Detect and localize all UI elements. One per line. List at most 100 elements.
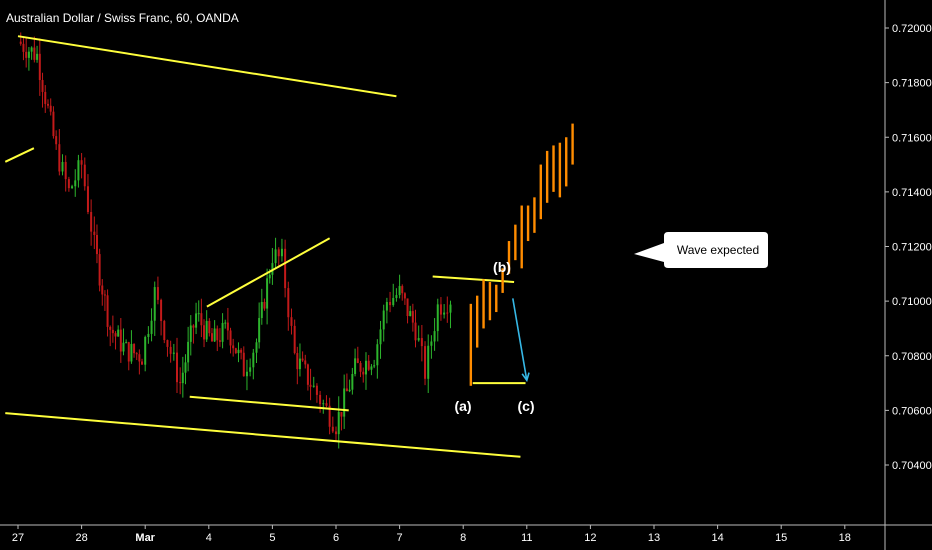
projection-bar [545, 150, 549, 203]
candle-body [176, 352, 178, 383]
candle-body [392, 298, 395, 306]
candle-body [258, 318, 261, 343]
wave-b-top-line [432, 275, 515, 284]
candle-body [266, 278, 269, 309]
candle-body [298, 358, 301, 370]
candle-body [411, 311, 414, 323]
candle-body [260, 301, 263, 319]
candle-body [268, 274, 271, 279]
candle-body [322, 403, 325, 405]
candle-body [153, 287, 156, 321]
x-tick-label: 27 [12, 532, 24, 544]
projection-bar [539, 164, 542, 220]
candle-body [138, 354, 141, 362]
candle-body [130, 343, 133, 362]
candle-body [44, 91, 47, 104]
candle-body [90, 212, 93, 232]
candle-body [103, 294, 106, 296]
candle-body [249, 367, 252, 372]
candle-body [290, 317, 293, 326]
candle-body [197, 313, 200, 315]
candle-body [144, 336, 147, 365]
candle-body [172, 352, 175, 354]
candle-body [210, 333, 213, 342]
candles-layer [19, 32, 452, 449]
y-tick-label: 0.70400 [892, 460, 932, 472]
x-tick-label: 4 [206, 532, 212, 544]
candle-body [169, 346, 172, 354]
candle-body [216, 328, 219, 341]
candle-body [52, 111, 55, 137]
candle-body [67, 179, 70, 189]
candle-body [19, 41, 22, 44]
candle-body [208, 320, 211, 334]
candle-body [224, 322, 227, 324]
projection-bar [520, 205, 523, 269]
candle-body [101, 285, 104, 295]
wave-c-label: (c) [517, 398, 534, 414]
candle-body [439, 304, 442, 315]
x-tick-label: 14 [711, 532, 723, 544]
arrow-head [521, 372, 530, 383]
candle-body [430, 341, 433, 346]
candle-body [30, 47, 33, 52]
x-tick-label: 13 [648, 532, 660, 544]
candle-body [398, 286, 401, 296]
candle-body [370, 366, 373, 370]
candle-body [181, 372, 184, 384]
candle-body [306, 364, 309, 385]
candle-body [312, 385, 315, 387]
x-tick-label: 15 [775, 532, 787, 544]
annotations-layer: (a) (b) (c) Wave expected [454, 232, 768, 414]
y-tick-label: 0.71000 [892, 296, 932, 308]
candle-body [309, 384, 312, 387]
candle-body [240, 349, 243, 353]
candle-body [337, 412, 340, 435]
candle-body [163, 320, 166, 341]
candle-body [125, 342, 128, 344]
candle-body [184, 362, 187, 373]
candle-body [436, 304, 439, 332]
y-tick-label: 0.71800 [892, 78, 932, 90]
candle-body [36, 53, 39, 60]
candle-body [135, 353, 138, 355]
candle-body [33, 47, 36, 60]
candle-body [364, 360, 367, 375]
x-tick-label: 7 [397, 532, 403, 544]
candle-body [348, 389, 351, 392]
candle-body [147, 333, 150, 337]
candle-body [234, 348, 237, 354]
candle-body [301, 358, 304, 361]
candle-body [25, 51, 28, 58]
candle-body [354, 358, 357, 375]
x-tick-label: 18 [839, 532, 851, 544]
candle-body [122, 342, 125, 352]
candle-body [379, 329, 382, 345]
candle-body [274, 249, 277, 264]
projection-bar [565, 137, 568, 187]
candle-body [93, 231, 96, 235]
candle-body [77, 160, 80, 181]
candle-body [433, 331, 436, 342]
candle-body [367, 360, 370, 370]
y-tick-label: 0.70600 [892, 405, 932, 417]
candle-body [127, 342, 130, 362]
candle-body [141, 361, 144, 365]
upper-channel-line [17, 35, 397, 98]
candle-body [406, 298, 409, 316]
projection-bar [495, 284, 498, 313]
candle-body [331, 426, 334, 432]
candle-body [242, 352, 245, 377]
candle-body [446, 312, 449, 314]
candle-body [385, 301, 388, 311]
candle-body [46, 103, 49, 106]
candle-body [409, 311, 412, 316]
candle-body [64, 161, 67, 180]
y-tick-label: 0.71200 [892, 242, 932, 254]
candle-body [376, 344, 379, 366]
callout-box [634, 232, 768, 268]
candle-body [192, 325, 195, 328]
candle-body [86, 186, 89, 213]
candle-body [263, 301, 266, 309]
